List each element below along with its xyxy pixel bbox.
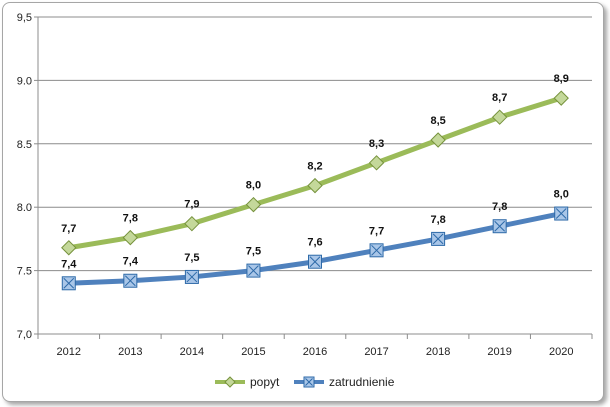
data-label-zatrudnienie: 7,8 [492,201,507,213]
data-label-popyt: 7,8 [123,213,138,225]
square-marker-cross [124,275,136,287]
y-tick-label: 8.5 [17,139,32,151]
data-point-popyt [184,215,200,232]
x-tick-label: 2019 [487,346,511,358]
data-point-zatrudnienie [431,231,446,246]
data-label-zatrudnienie: 7,8 [430,214,445,226]
data-point-zatrudnienie [184,269,199,284]
legend-marker-popyt [224,376,236,388]
series-layer [61,90,569,291]
data-point-popyt [491,109,508,125]
data-point-zatrudnienie [554,206,569,221]
x-tick-label: 2012 [57,346,81,358]
data-label-popyt: 8,9 [554,73,569,85]
data-label-zatrudnienie: 7,6 [307,237,322,249]
square-marker-cross [371,244,382,256]
chart-frame [2,2,604,402]
x-tick-label: 2013 [118,346,142,358]
legend-item-zatrudnienie: zatrudnienie [294,375,395,389]
y-tick-label: 9.0 [17,75,32,87]
square-marker-cross [309,256,321,268]
data-label-zatrudnienie: 7,5 [184,252,199,264]
square-marker-cross [63,277,75,289]
data-label-popyt: 7,7 [61,223,76,235]
data-label-popyt: 8,2 [307,161,322,173]
legend-label-popyt: popyt [250,375,280,389]
x-tick-label: 2020 [549,346,573,358]
square-marker-cross [186,271,198,283]
legend-item-popyt: popyt [215,375,280,389]
x-tick-label: 2016 [303,346,327,358]
series-zatrudnienie [61,206,569,291]
data-point-popyt [245,196,262,213]
data-label-popyt: 8,7 [492,92,507,104]
data-label-popyt: 8,5 [430,115,445,127]
square-marker-cross [305,378,313,386]
data-point-zatrudnienie [61,276,76,291]
data-point-popyt [368,155,385,171]
data-point-popyt [307,177,323,194]
y-tick-label: 8.0 [17,202,32,214]
y-tick-label: 9,5 [17,12,32,24]
data-point-popyt [553,90,569,106]
square-marker-cross [555,208,567,219]
data-point-popyt [122,229,139,246]
data-label-popyt: 8,0 [246,180,261,192]
data-label-zatrudnienie: 7,5 [246,246,261,258]
data-label-zatrudnienie: 8,0 [554,189,569,201]
data-label-zatrudnienie: 7,4 [123,256,139,268]
square-marker-cross [248,265,259,276]
x-tick-label: 2018 [426,346,450,358]
gridlines [38,16,592,272]
series-popyt [61,90,569,256]
data-label-zatrudnienie: 7,4 [61,258,77,270]
square-marker-cross [494,220,506,232]
data-point-popyt [61,240,77,256]
data-label-popyt: 8,3 [369,138,384,150]
x-tick-label: 2017 [364,346,388,358]
data-label-popyt: 7,9 [184,199,199,211]
x-tick-label: 2014 [180,346,204,358]
data-point-zatrudnienie [308,254,322,269]
data-label-zatrudnienie: 7,7 [369,225,384,237]
x-tick-label: 2015 [241,346,265,358]
y-tick-label: 7,0 [17,329,32,341]
data-point-zatrudnienie [123,273,138,288]
data-point-zatrudnienie [246,263,261,278]
series-line-popyt [66,95,564,251]
legend: popyt zatrudnienie [215,375,395,389]
data-point-popyt [430,132,446,148]
legend-marker-zatrudnienie [303,376,315,388]
data-labels: 7,7 7,8 7,9 8,0 8,2 8,3 8,5 8,7 8,9 7,4 7,4 7,5 7,5 7… [61,73,569,270]
square-marker-cross [432,233,444,245]
data-point-zatrudnienie [492,219,507,234]
data-point-zatrudnienie [369,243,384,258]
y-tick-label: 7.5 [17,266,32,278]
legend-label-zatrudnienie: zatrudnienie [329,375,395,389]
axes: 7,0 7.5 8.0 8.5 9.0 9,5 2012 2013 2014 2015 2016 20… [17,12,593,358]
